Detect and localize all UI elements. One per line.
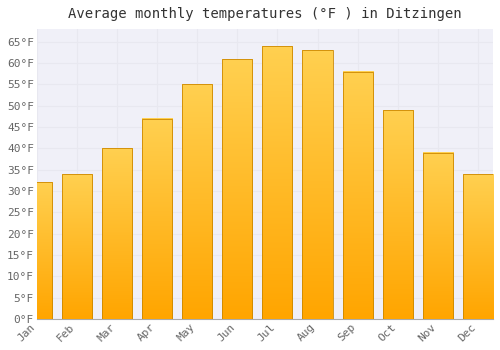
Bar [62,174,92,319]
Bar [222,59,252,319]
Bar [142,119,172,319]
Title: Average monthly temperatures (°F ) in Ditzingen: Average monthly temperatures (°F ) in Di… [68,7,462,21]
Bar [182,84,212,319]
Bar [182,84,212,319]
Bar [423,153,453,319]
Bar [382,110,413,319]
Bar [102,148,132,319]
Bar [463,174,493,319]
Bar [302,50,332,319]
Bar [222,59,252,319]
Bar [342,72,372,319]
Bar [382,110,413,319]
Bar [423,153,453,319]
Bar [463,174,493,319]
Bar [262,46,292,319]
Bar [302,50,332,319]
Bar [262,46,292,319]
Bar [22,182,52,319]
Bar [62,174,92,319]
Bar [142,119,172,319]
Bar [22,182,52,319]
Bar [102,148,132,319]
Bar [342,72,372,319]
